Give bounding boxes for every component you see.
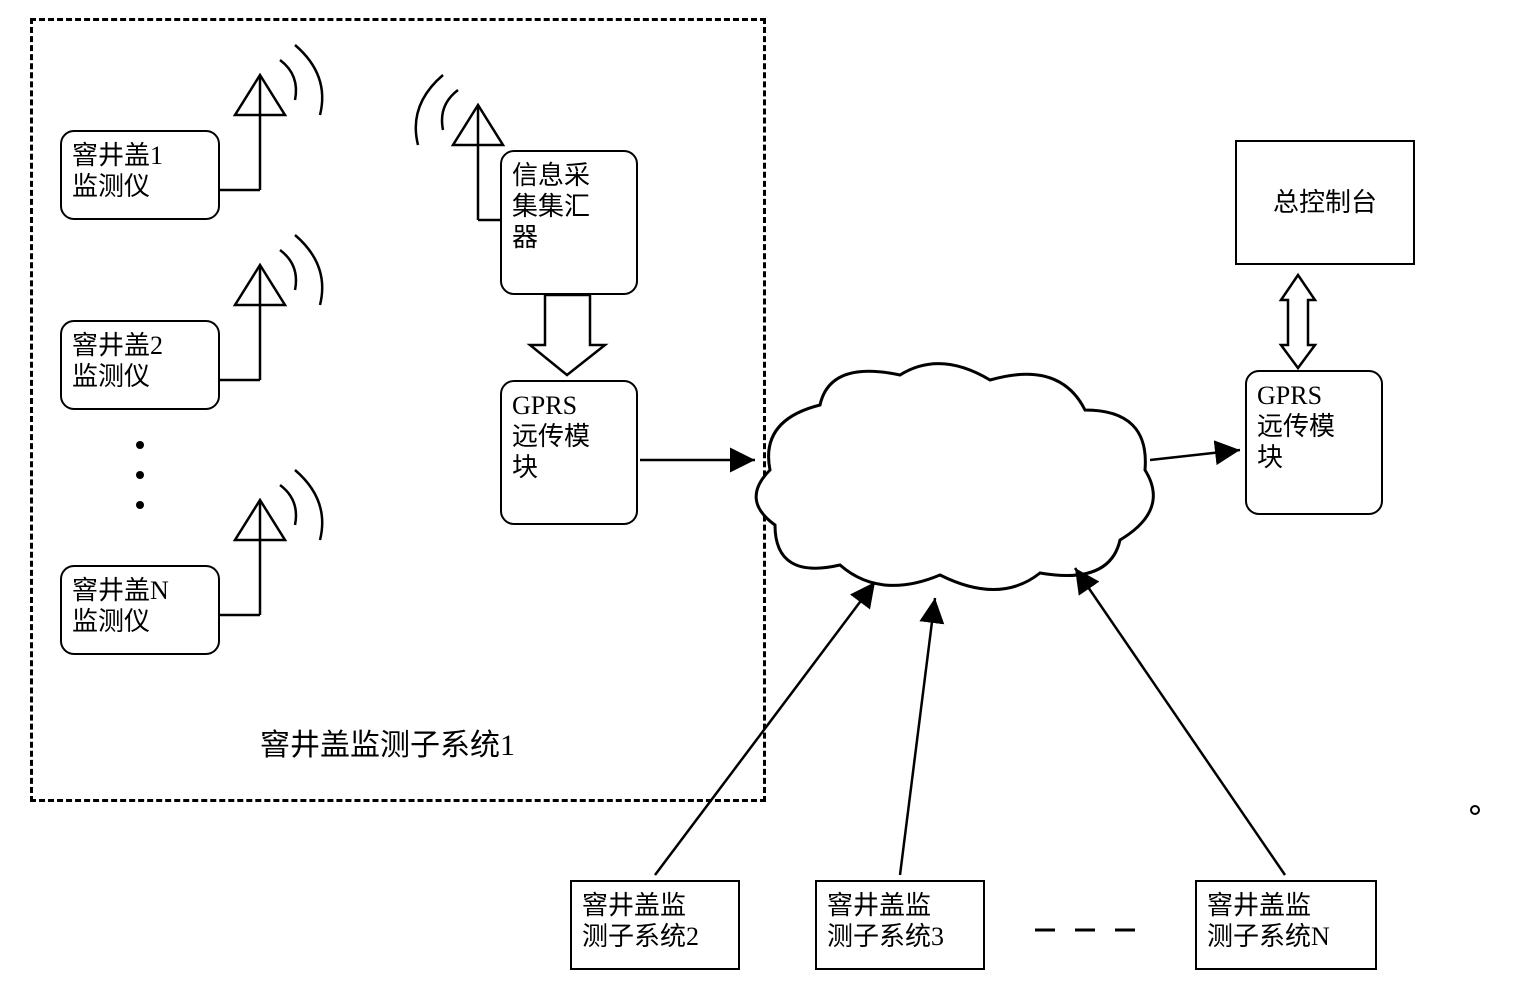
monitor-1-box: 窨井盖1监测仪 [60,130,220,220]
subsystem-n-label: 窨井盖监测子系统N [1207,891,1330,951]
gprs-right-label: GPRS远传模块 [1257,381,1335,472]
subsystem-2-label: 窨井盖监测子系统2 [582,891,699,951]
console-label: 总控制台 [1273,187,1377,218]
arrow-icon [900,598,935,875]
monitor-2-box: 窨井盖2监测仪 [60,320,220,410]
double-arrow-icon [1281,275,1315,368]
arrow-icon [1150,450,1240,460]
collector-label: 信息采集集汇器 [512,161,590,252]
network-label: 移动通讯网络 [830,450,998,490]
monitor-n-label: 窨井盖N监测仪 [72,576,169,636]
subsystem-2-box: 窨井盖监测子系统2 [570,880,740,970]
gprs-left-box: GPRS远传模块 [500,380,638,525]
monitor-1-label: 窨井盖1监测仪 [72,141,163,201]
console-box: 总控制台 [1235,140,1415,265]
subsystem-n-box: 窨井盖监测子系统N [1195,880,1377,970]
gprs-right-box: GPRS远传模块 [1245,370,1383,515]
arrow-icon [1075,568,1285,875]
monitor-n-box: 窨井盖N监测仪 [60,565,220,655]
subsystem-3-label: 窨井盖监测子系统3 [827,891,944,951]
dot-icon [1471,806,1479,814]
subsystem-caption: 窨井盖监测子系统1 [260,720,515,764]
subsystem-3-box: 窨井盖监测子系统3 [815,880,985,970]
monitor-2-label: 窨井盖2监测仪 [72,331,163,391]
collector-box: 信息采集集汇器 [500,150,638,295]
gprs-left-label: GPRS远传模块 [512,391,590,482]
